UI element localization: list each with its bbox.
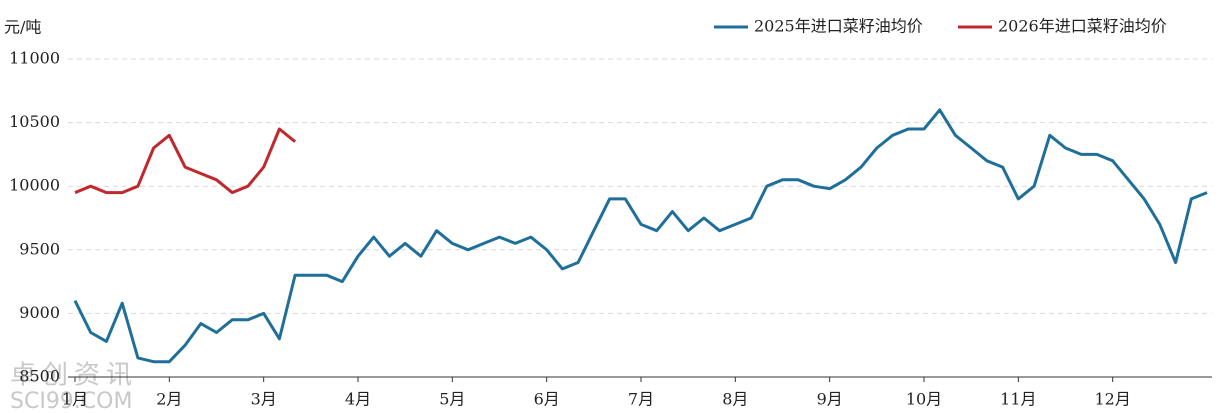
y-axis-label: 元/吨 <box>4 18 41 37</box>
y-tick-label: 9500 <box>19 239 60 258</box>
series-line <box>73 108 1208 364</box>
legend-label: 2026年进口菜籽油均价 <box>998 17 1167 36</box>
x-tick-label: 3月 <box>251 390 277 409</box>
x-tick-label: 5月 <box>439 390 465 409</box>
x-tick-label: 6月 <box>534 390 560 409</box>
watermark: SCI99.COM <box>10 389 132 413</box>
y-tick-label: 11000 <box>9 49 60 68</box>
y-tick-label: 10500 <box>9 112 60 131</box>
x-tick-label: 11月 <box>1000 390 1036 409</box>
x-tick-label: 7月 <box>628 390 654 409</box>
x-tick-label: 10月 <box>906 390 942 409</box>
x-tick-label: 12月 <box>1094 390 1130 409</box>
y-tick-label: 10000 <box>9 176 60 195</box>
legend-label: 2025年进口菜籽油均价 <box>754 17 923 36</box>
y-tick-label: 9000 <box>19 303 60 322</box>
watermark: 卓创资讯 <box>10 361 138 391</box>
y-tick-label: 8500 <box>19 367 60 386</box>
x-tick-label: 9月 <box>817 390 843 409</box>
x-tick-label: 1月 <box>62 390 88 409</box>
x-tick-label: 2月 <box>156 390 182 409</box>
x-tick-label: 4月 <box>345 390 371 409</box>
x-tick-label: 8月 <box>722 390 748 409</box>
series-line <box>74 127 297 195</box>
